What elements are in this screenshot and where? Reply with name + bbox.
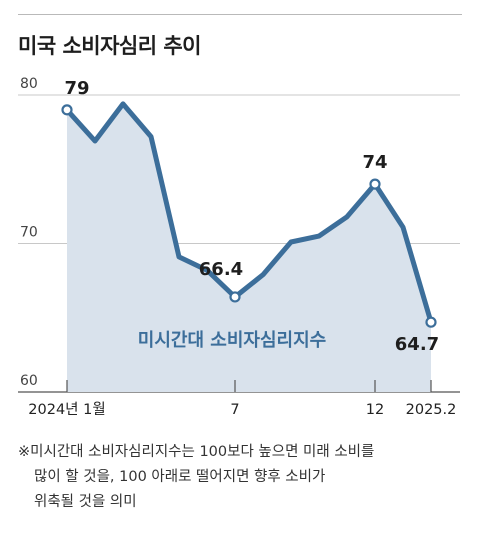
data-label: 79: [64, 78, 89, 99]
chart-title: 미국 소비자심리 추이: [18, 34, 202, 58]
data-point-marker: [61, 104, 73, 116]
y-tick-label: 60: [20, 373, 38, 389]
tick-layer: 2024년 1월 7 12 2025.2: [28, 380, 456, 418]
top-rule: [18, 14, 462, 15]
series-label: 미시간대 소비자심리지수: [138, 330, 326, 351]
x-tick-label: 12: [366, 402, 384, 418]
series-line: [64, 101, 434, 325]
y-tick-label: 80: [20, 76, 38, 92]
footnote-line-2: 많이 할 것을, 100 아래로 떨어지면 향후 소비가: [34, 469, 326, 485]
data-label: 74: [362, 152, 387, 173]
footnote-line-1: ※미시간대 소비자심리지수는 100보다 높으면 미래 소비를: [18, 444, 375, 460]
data-point-marker: [369, 178, 381, 190]
data-point-marker: [425, 316, 437, 328]
footnote-line-3: 위축될 것을 의미: [34, 494, 137, 510]
chart-svg: 60 70 80 2024년 1월 7 12 2025.2 79 66.4 74 64.7 미시…: [18, 76, 460, 418]
x-tick-label: 2024년 1월: [28, 401, 105, 418]
data-label: 66.4: [199, 259, 243, 280]
marker-layer: [61, 104, 437, 328]
data-label: 64.7: [395, 334, 439, 355]
x-tick-label: 7: [230, 402, 239, 418]
footnote: ※미시간대 소비자심리지수는 100보다 높으면 미래 소비를 많이 할 것을,…: [18, 440, 468, 515]
label-layer: 79 66.4 74 64.7: [64, 78, 439, 355]
y-tick-label: 70: [20, 225, 38, 241]
data-point-marker: [229, 291, 241, 303]
x-tick-label: 2025.2: [406, 402, 457, 418]
